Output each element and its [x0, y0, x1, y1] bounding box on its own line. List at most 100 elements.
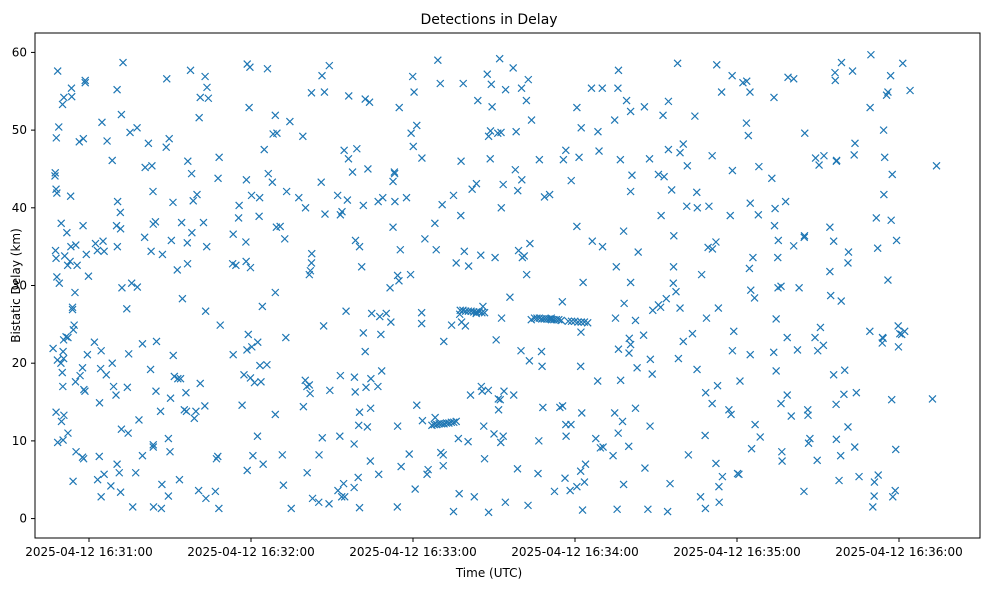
- data-point: [214, 174, 222, 183]
- data-point: [495, 54, 504, 63]
- data-point: [199, 218, 208, 227]
- data-point: [303, 468, 312, 477]
- data-point: [506, 293, 514, 302]
- data-point: [693, 365, 701, 374]
- data-point: [837, 58, 846, 67]
- data-point: [147, 247, 156, 256]
- data-point: [879, 334, 887, 343]
- data-point: [420, 234, 429, 243]
- data-point: [461, 321, 470, 330]
- data-point: [141, 163, 150, 172]
- data-point: [609, 451, 617, 460]
- data-point: [264, 169, 273, 178]
- data-point: [770, 221, 779, 230]
- data-point: [365, 98, 374, 107]
- data-point: [244, 330, 253, 339]
- data-point: [409, 142, 418, 151]
- data-point: [81, 78, 90, 87]
- data-point: [561, 420, 570, 429]
- data-point: [106, 482, 115, 490]
- data-point: [614, 429, 623, 438]
- data-point: [395, 103, 404, 112]
- data-point: [75, 137, 84, 146]
- data-point: [894, 342, 903, 351]
- data-point: [612, 262, 621, 271]
- data-point: [241, 238, 250, 246]
- data-point: [389, 177, 397, 186]
- data-point: [166, 447, 174, 456]
- data-point: [52, 408, 60, 417]
- data-point: [654, 170, 663, 179]
- data-point: [176, 374, 185, 383]
- data-point: [673, 59, 682, 68]
- data-point: [879, 126, 888, 135]
- data-point: [298, 132, 307, 141]
- data-point: [789, 74, 798, 83]
- data-point: [640, 102, 649, 111]
- data-point: [887, 395, 896, 404]
- data-point: [354, 473, 363, 482]
- data-point: [301, 203, 310, 212]
- data-point: [395, 276, 403, 285]
- data-point: [373, 382, 382, 391]
- data-point: [648, 370, 657, 378]
- data-point: [579, 278, 588, 287]
- data-point: [128, 502, 137, 511]
- x-tick-label: 2025-04-12 16:34:00: [511, 545, 638, 559]
- data-point: [436, 448, 445, 457]
- data-point: [100, 247, 109, 256]
- data-point: [509, 391, 518, 399]
- data-point: [95, 398, 104, 407]
- chart-title: Detections in Delay: [420, 12, 557, 28]
- data-point: [595, 147, 603, 156]
- data-point: [497, 314, 506, 323]
- data-point: [613, 505, 622, 514]
- data-point: [263, 64, 272, 73]
- data-point: [683, 161, 692, 170]
- data-point: [59, 93, 68, 102]
- data-point: [242, 257, 251, 266]
- data-point: [517, 84, 526, 93]
- data-point: [123, 383, 132, 392]
- data-point: [54, 123, 63, 131]
- data-point: [754, 210, 763, 219]
- data-point: [375, 312, 384, 321]
- data-point: [643, 505, 652, 514]
- data-point: [577, 408, 586, 417]
- data-point: [84, 272, 93, 281]
- data-point: [410, 88, 419, 96]
- data-point: [884, 88, 892, 96]
- data-point: [490, 429, 498, 438]
- data-point: [407, 129, 416, 138]
- data-point: [247, 342, 256, 351]
- data-point: [131, 468, 140, 477]
- data-point: [742, 119, 751, 128]
- x-tick-label: 2025-04-12 16:31:00: [25, 545, 152, 559]
- data-point: [191, 407, 200, 416]
- data-point: [411, 485, 420, 493]
- data-point: [361, 347, 370, 356]
- data-point: [113, 460, 122, 469]
- data-point: [271, 410, 280, 419]
- data-point: [932, 161, 941, 170]
- data-point: [93, 475, 102, 484]
- data-point: [728, 166, 737, 175]
- data-point: [348, 168, 357, 176]
- data-point: [229, 230, 238, 239]
- data-point: [282, 187, 291, 196]
- plot-area: [34, 32, 981, 539]
- data-point: [459, 79, 468, 88]
- data-point: [513, 464, 522, 473]
- data-point: [432, 245, 441, 254]
- data-point: [240, 370, 248, 379]
- data-point: [71, 288, 79, 297]
- data-point: [243, 346, 251, 354]
- data-point: [837, 297, 846, 305]
- data-point: [619, 227, 628, 236]
- data-point: [315, 450, 323, 459]
- data-point: [480, 454, 489, 463]
- data-point: [306, 389, 315, 398]
- data-point: [577, 328, 585, 337]
- data-point: [676, 148, 684, 157]
